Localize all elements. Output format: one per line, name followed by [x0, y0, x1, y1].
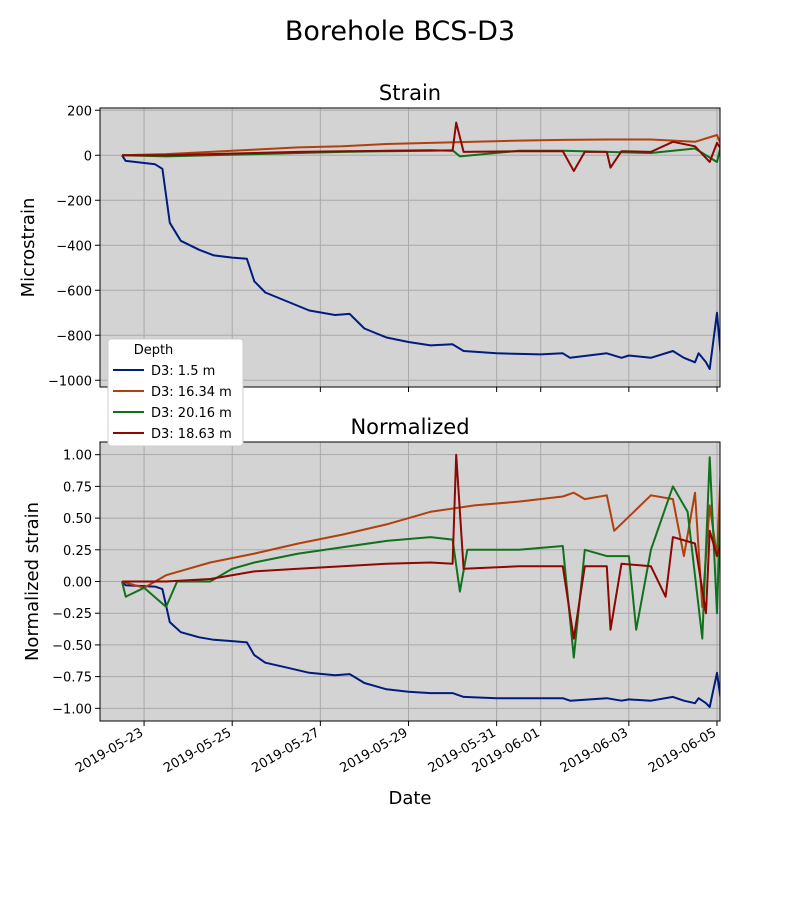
y-tick-label: 1.00 — [63, 449, 92, 464]
x-tick-label: 2019-06-05 — [646, 725, 719, 776]
normalized-panel: 2019-05-23 2019-05-25 2019-05-27 2019-05-29… — [22, 415, 721, 776]
y-tick-label: −0.25 — [52, 607, 92, 622]
y-tick-label: 0.25 — [63, 544, 92, 559]
y-tick-label: −200 — [56, 194, 92, 209]
y-tick-label: −800 — [56, 329, 92, 344]
legend-entry: D3: 18.63 m — [151, 427, 232, 442]
panel-title: Strain — [379, 81, 441, 105]
series-line-4 — [122, 453, 720, 640]
x-tick-label: 2019-05-23 — [73, 725, 146, 776]
y-tick-label: −600 — [56, 284, 92, 299]
y-tick-label: −0.50 — [52, 639, 92, 654]
y-tick-label: 0.00 — [63, 576, 92, 591]
y-axis-label: Microstrain — [18, 198, 39, 298]
panel-title: Normalized — [350, 415, 469, 439]
legend-title: Depth — [134, 343, 174, 358]
x-tick-label: 2019-06-03 — [558, 725, 631, 776]
y-tick-label: 200 — [67, 104, 92, 119]
y-tick-label: −1000 — [48, 374, 92, 389]
series-line-2 — [121, 471, 720, 608]
legend-entry: D3: 16.34 m — [151, 385, 232, 400]
series-line-4 — [122, 121, 720, 172]
y-tick-label: 0.50 — [63, 512, 92, 527]
y-tick-label: 0.75 — [63, 480, 92, 495]
series-line-2 — [121, 134, 720, 157]
figure-title: Borehole BCS-D3 — [285, 16, 515, 47]
y-tick-label: −1.00 — [52, 702, 92, 717]
legend-entry: D3: 20.16 m — [151, 406, 232, 421]
legend-entry: D3: 1.5 m — [151, 364, 215, 379]
series-line-1 — [121, 154, 720, 370]
series-line-3 — [121, 456, 720, 659]
y-tick-label: −0.75 — [52, 671, 92, 686]
legend: Depth D3: 1.5 m D3: 16.34 m D3: 20.16 m D3: … — [107, 338, 244, 447]
x-tick-label: 2019-05-27 — [249, 725, 322, 776]
plot-frame — [99, 107, 721, 388]
x-tick-label: 2019-05-25 — [161, 725, 234, 776]
plot-frame — [99, 441, 721, 722]
legend-box — [107, 338, 244, 447]
x-tick-label: 2019-05-29 — [338, 725, 411, 776]
x-axis-label: Date — [388, 788, 431, 809]
y-tick-label: −400 — [56, 239, 92, 254]
y-tick-label: 0 — [84, 149, 92, 164]
series-line-1 — [121, 580, 720, 708]
y-axis-label: Normalized strain — [22, 502, 43, 661]
